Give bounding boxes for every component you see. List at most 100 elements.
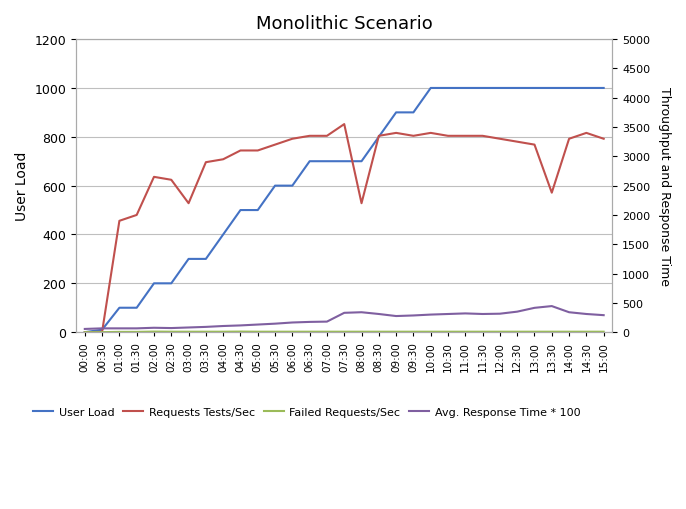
Avg. Response Time * 100 xyxy=(600,313,608,319)
User Load xyxy=(375,134,383,140)
Failed Requests/Sec xyxy=(340,329,348,335)
Requests Tests/Sec xyxy=(547,190,556,196)
Legend: User Load, Requests Tests/Sec, Failed Requests/Sec, Avg. Response Time * 100: User Load, Requests Tests/Sec, Failed Re… xyxy=(29,403,584,421)
Failed Requests/Sec xyxy=(479,329,487,335)
Avg. Response Time * 100 xyxy=(305,319,314,325)
Requests Tests/Sec xyxy=(150,175,158,181)
Avg. Response Time * 100 xyxy=(185,325,193,331)
User Load xyxy=(115,305,123,311)
Y-axis label: User Load: User Load xyxy=(15,152,29,221)
Failed Requests/Sec xyxy=(98,329,106,335)
Avg. Response Time * 100 xyxy=(132,326,141,332)
User Load xyxy=(444,86,452,92)
Avg. Response Time * 100 xyxy=(323,319,331,325)
Requests Tests/Sec xyxy=(271,143,279,149)
User Load xyxy=(167,280,176,287)
Failed Requests/Sec xyxy=(547,329,556,335)
Failed Requests/Sec xyxy=(530,329,539,335)
Avg. Response Time * 100 xyxy=(427,312,435,318)
Avg. Response Time * 100 xyxy=(150,325,158,331)
Failed Requests/Sec xyxy=(271,329,279,335)
Requests Tests/Sec xyxy=(219,157,227,163)
User Load xyxy=(410,110,418,116)
User Load xyxy=(237,208,245,214)
Failed Requests/Sec xyxy=(410,329,418,335)
User Load xyxy=(600,86,608,92)
Requests Tests/Sec xyxy=(202,160,210,166)
Line: Avg. Response Time * 100: Avg. Response Time * 100 xyxy=(85,306,604,329)
Requests Tests/Sec xyxy=(357,201,366,207)
User Load xyxy=(461,86,469,92)
Requests Tests/Sec xyxy=(323,133,331,139)
User Load xyxy=(479,86,487,92)
Requests Tests/Sec xyxy=(427,131,435,137)
Failed Requests/Sec xyxy=(81,329,89,335)
Failed Requests/Sec xyxy=(202,329,210,335)
Failed Requests/Sec xyxy=(167,329,176,335)
Failed Requests/Sec xyxy=(444,329,452,335)
User Load xyxy=(98,327,106,333)
Requests Tests/Sec xyxy=(237,148,245,154)
Requests Tests/Sec xyxy=(479,133,487,139)
Requests Tests/Sec xyxy=(132,212,141,218)
Avg. Response Time * 100 xyxy=(167,325,176,331)
User Load xyxy=(288,183,296,189)
Failed Requests/Sec xyxy=(323,329,331,335)
Y-axis label: Throughput and Response Time: Throughput and Response Time xyxy=(658,87,671,286)
User Load xyxy=(496,86,504,92)
Failed Requests/Sec xyxy=(237,329,245,335)
Avg. Response Time * 100 xyxy=(496,311,504,317)
Avg. Response Time * 100 xyxy=(410,313,418,319)
Failed Requests/Sec xyxy=(392,329,400,335)
Failed Requests/Sec xyxy=(219,329,227,335)
Requests Tests/Sec xyxy=(565,136,573,143)
Failed Requests/Sec xyxy=(513,329,521,335)
User Load xyxy=(513,86,521,92)
Avg. Response Time * 100 xyxy=(202,324,210,330)
Requests Tests/Sec xyxy=(582,131,591,137)
Avg. Response Time * 100 xyxy=(461,310,469,317)
Failed Requests/Sec xyxy=(357,329,366,335)
User Load xyxy=(132,305,141,311)
Failed Requests/Sec xyxy=(427,329,435,335)
User Load xyxy=(565,86,573,92)
Avg. Response Time * 100 xyxy=(530,305,539,312)
User Load xyxy=(530,86,539,92)
Requests Tests/Sec xyxy=(98,329,106,335)
Avg. Response Time * 100 xyxy=(565,309,573,316)
Avg. Response Time * 100 xyxy=(375,312,383,318)
Requests Tests/Sec xyxy=(167,177,176,183)
Failed Requests/Sec xyxy=(288,329,296,335)
Avg. Response Time * 100 xyxy=(340,310,348,316)
User Load xyxy=(305,159,314,165)
Avg. Response Time * 100 xyxy=(115,326,123,332)
User Load xyxy=(392,110,400,116)
User Load xyxy=(81,329,89,335)
Avg. Response Time * 100 xyxy=(288,320,296,326)
Failed Requests/Sec xyxy=(254,329,262,335)
Requests Tests/Sec xyxy=(305,133,314,139)
Failed Requests/Sec xyxy=(305,329,314,335)
Requests Tests/Sec xyxy=(513,139,521,146)
Requests Tests/Sec xyxy=(81,329,89,335)
Avg. Response Time * 100 xyxy=(479,312,487,318)
User Load xyxy=(271,183,279,189)
Requests Tests/Sec xyxy=(340,122,348,128)
User Load xyxy=(340,159,348,165)
User Load xyxy=(582,86,591,92)
Avg. Response Time * 100 xyxy=(513,309,521,315)
Requests Tests/Sec xyxy=(410,133,418,139)
User Load xyxy=(254,208,262,214)
Requests Tests/Sec xyxy=(496,136,504,143)
User Load xyxy=(219,232,227,238)
Requests Tests/Sec xyxy=(288,136,296,143)
Failed Requests/Sec xyxy=(461,329,469,335)
Avg. Response Time * 100 xyxy=(81,326,89,332)
Requests Tests/Sec xyxy=(530,143,539,149)
Failed Requests/Sec xyxy=(565,329,573,335)
Failed Requests/Sec xyxy=(150,329,158,335)
Failed Requests/Sec xyxy=(600,329,608,335)
Requests Tests/Sec xyxy=(254,148,262,154)
Failed Requests/Sec xyxy=(132,329,141,335)
Failed Requests/Sec xyxy=(185,329,193,335)
